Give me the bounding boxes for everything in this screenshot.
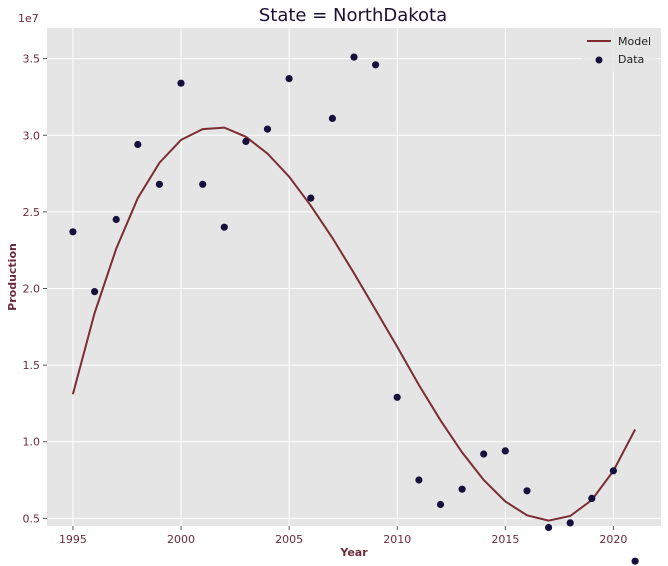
data-point — [350, 53, 358, 61]
x-tick-label: 2010 — [383, 533, 411, 546]
data-point — [242, 137, 250, 145]
data-point — [631, 557, 639, 565]
y-tick-label: 2.0 — [23, 282, 41, 295]
y-tick-label: 3.5 — [23, 53, 41, 66]
data-point — [177, 79, 185, 87]
data-point — [436, 500, 445, 509]
y-tick-label: 3.0 — [23, 129, 41, 142]
data-point — [155, 180, 163, 188]
y-tick-label: 1.5 — [23, 359, 41, 372]
data-point — [523, 487, 531, 495]
y-tick-label: 2.5 — [23, 206, 41, 219]
data-point — [415, 476, 423, 484]
x-axis: 1995 2000 2005 2010 2015 2020 — [59, 526, 627, 546]
x-tick-label: 2015 — [491, 533, 519, 546]
y-axis-label: Production — [6, 243, 19, 311]
data-point — [220, 223, 228, 231]
data-point — [372, 61, 380, 69]
data-point — [199, 180, 207, 188]
data-point — [609, 467, 618, 475]
x-tick-label: 2000 — [167, 533, 195, 546]
data-point — [263, 125, 272, 133]
legend-data-label: Data — [618, 53, 644, 66]
data-point — [134, 140, 142, 149]
model-line — [71, 126, 636, 522]
data-point — [307, 194, 315, 202]
y-axis: 0.5 1.0 1.5 2.0 2.5 3.0 3.5 — [23, 53, 47, 525]
x-tick-label: 2005 — [275, 533, 303, 546]
x-axis-label: Year — [339, 546, 368, 559]
data-point — [458, 485, 466, 493]
x-tick-label: 1995 — [59, 533, 87, 546]
chart-title: State = NorthDakota — [259, 5, 447, 26]
data-point — [393, 393, 401, 401]
legend-model-label: Model — [618, 35, 651, 48]
legend: Model Data — [582, 32, 656, 72]
data-point — [588, 494, 596, 502]
x-tick-label: 2020 — [599, 533, 627, 546]
data-point — [69, 228, 77, 236]
data-point — [501, 447, 509, 455]
data-point — [112, 215, 120, 224]
data-point — [480, 450, 488, 458]
data-point — [566, 519, 574, 527]
data-point — [91, 288, 99, 296]
y-tick-label: 1.0 — [23, 436, 41, 449]
data-points — [69, 53, 639, 565]
plot-area — [47, 28, 661, 526]
legend-data-swatch — [595, 56, 603, 64]
data-point — [285, 75, 293, 83]
y-axis-offset-label: 1e7 — [18, 12, 39, 25]
y-tick-label: 0.5 — [23, 512, 41, 525]
data-point — [328, 114, 336, 122]
data-point — [545, 523, 553, 532]
